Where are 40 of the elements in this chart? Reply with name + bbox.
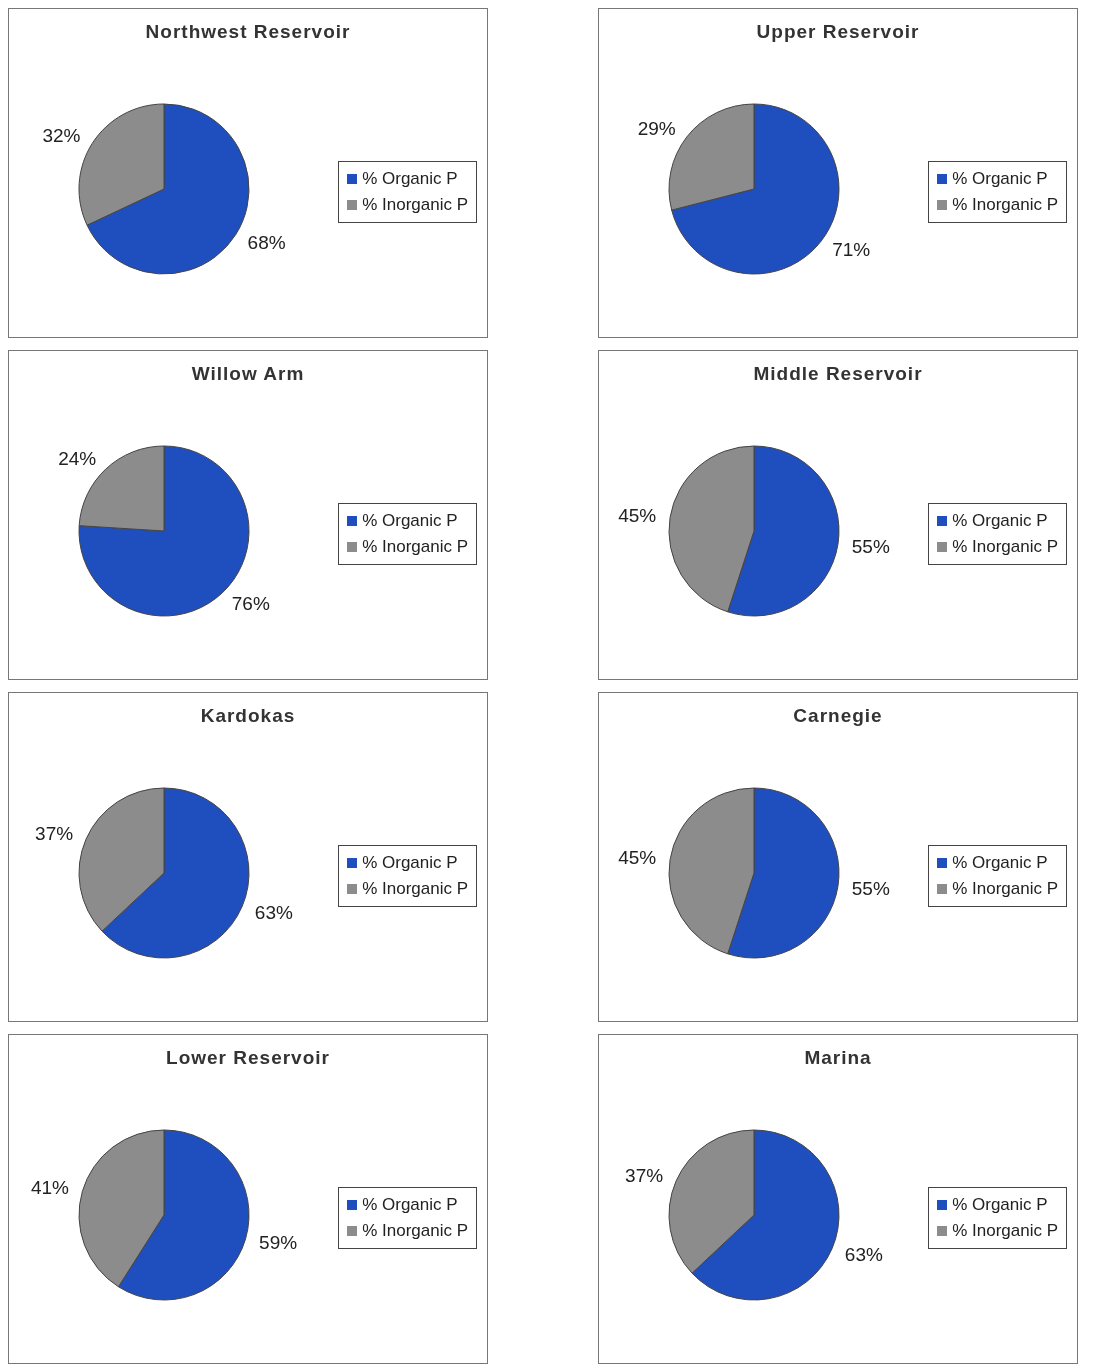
legend-label: % Organic P <box>952 1194 1048 1216</box>
chart-title: Upper Reservoir <box>755 20 921 44</box>
data-label: 63% <box>254 901 293 923</box>
legend-label: % Inorganic P <box>362 194 468 216</box>
chart-title: Kardokas <box>199 704 297 728</box>
data-label: 68% <box>247 231 286 253</box>
legend-label: % Inorganic P <box>362 536 468 558</box>
chart-title: Lower Reservoir <box>165 1046 331 1070</box>
legend-label: % Organic P <box>362 168 458 190</box>
legend-label: % Inorganic P <box>952 878 1058 900</box>
legend-label: % Inorganic P <box>952 1220 1058 1242</box>
data-label: 32% <box>42 125 81 147</box>
chart-title: Middle Reservoir <box>752 362 924 386</box>
data-label: 55% <box>851 535 890 557</box>
chart-title: Willow Arm <box>190 362 306 386</box>
data-label: 45% <box>618 847 657 869</box>
data-label: 71% <box>832 239 871 261</box>
chart-title: Northwest Reservoir <box>144 20 352 44</box>
data-label: 29% <box>637 117 676 139</box>
data-label: 45% <box>618 505 657 527</box>
legend-label: % Organic P <box>362 852 458 874</box>
legend-label: % Inorganic P <box>362 1220 468 1242</box>
data-label: 59% <box>259 1232 298 1254</box>
legend-label: % Inorganic P <box>952 536 1058 558</box>
data-label: 37% <box>35 823 74 845</box>
legend-label: % Organic P <box>362 510 458 532</box>
chart-title: Marina <box>803 1046 873 1070</box>
data-label: 63% <box>844 1243 883 1265</box>
legend-label: % Inorganic P <box>362 878 468 900</box>
data-label: 37% <box>625 1165 664 1187</box>
legend-label: % Organic P <box>952 168 1048 190</box>
data-label: 41% <box>30 1176 70 1198</box>
legend-label: % Organic P <box>952 510 1048 532</box>
data-label: 55% <box>851 877 890 899</box>
legend-label: % Organic P <box>952 852 1048 874</box>
legend-label: % Inorganic P <box>952 194 1058 216</box>
legend-label: % Organic P <box>362 1194 458 1216</box>
data-label: 76% <box>231 592 270 614</box>
chart-title: Carnegie <box>792 704 884 728</box>
data-label: 24% <box>58 448 97 470</box>
